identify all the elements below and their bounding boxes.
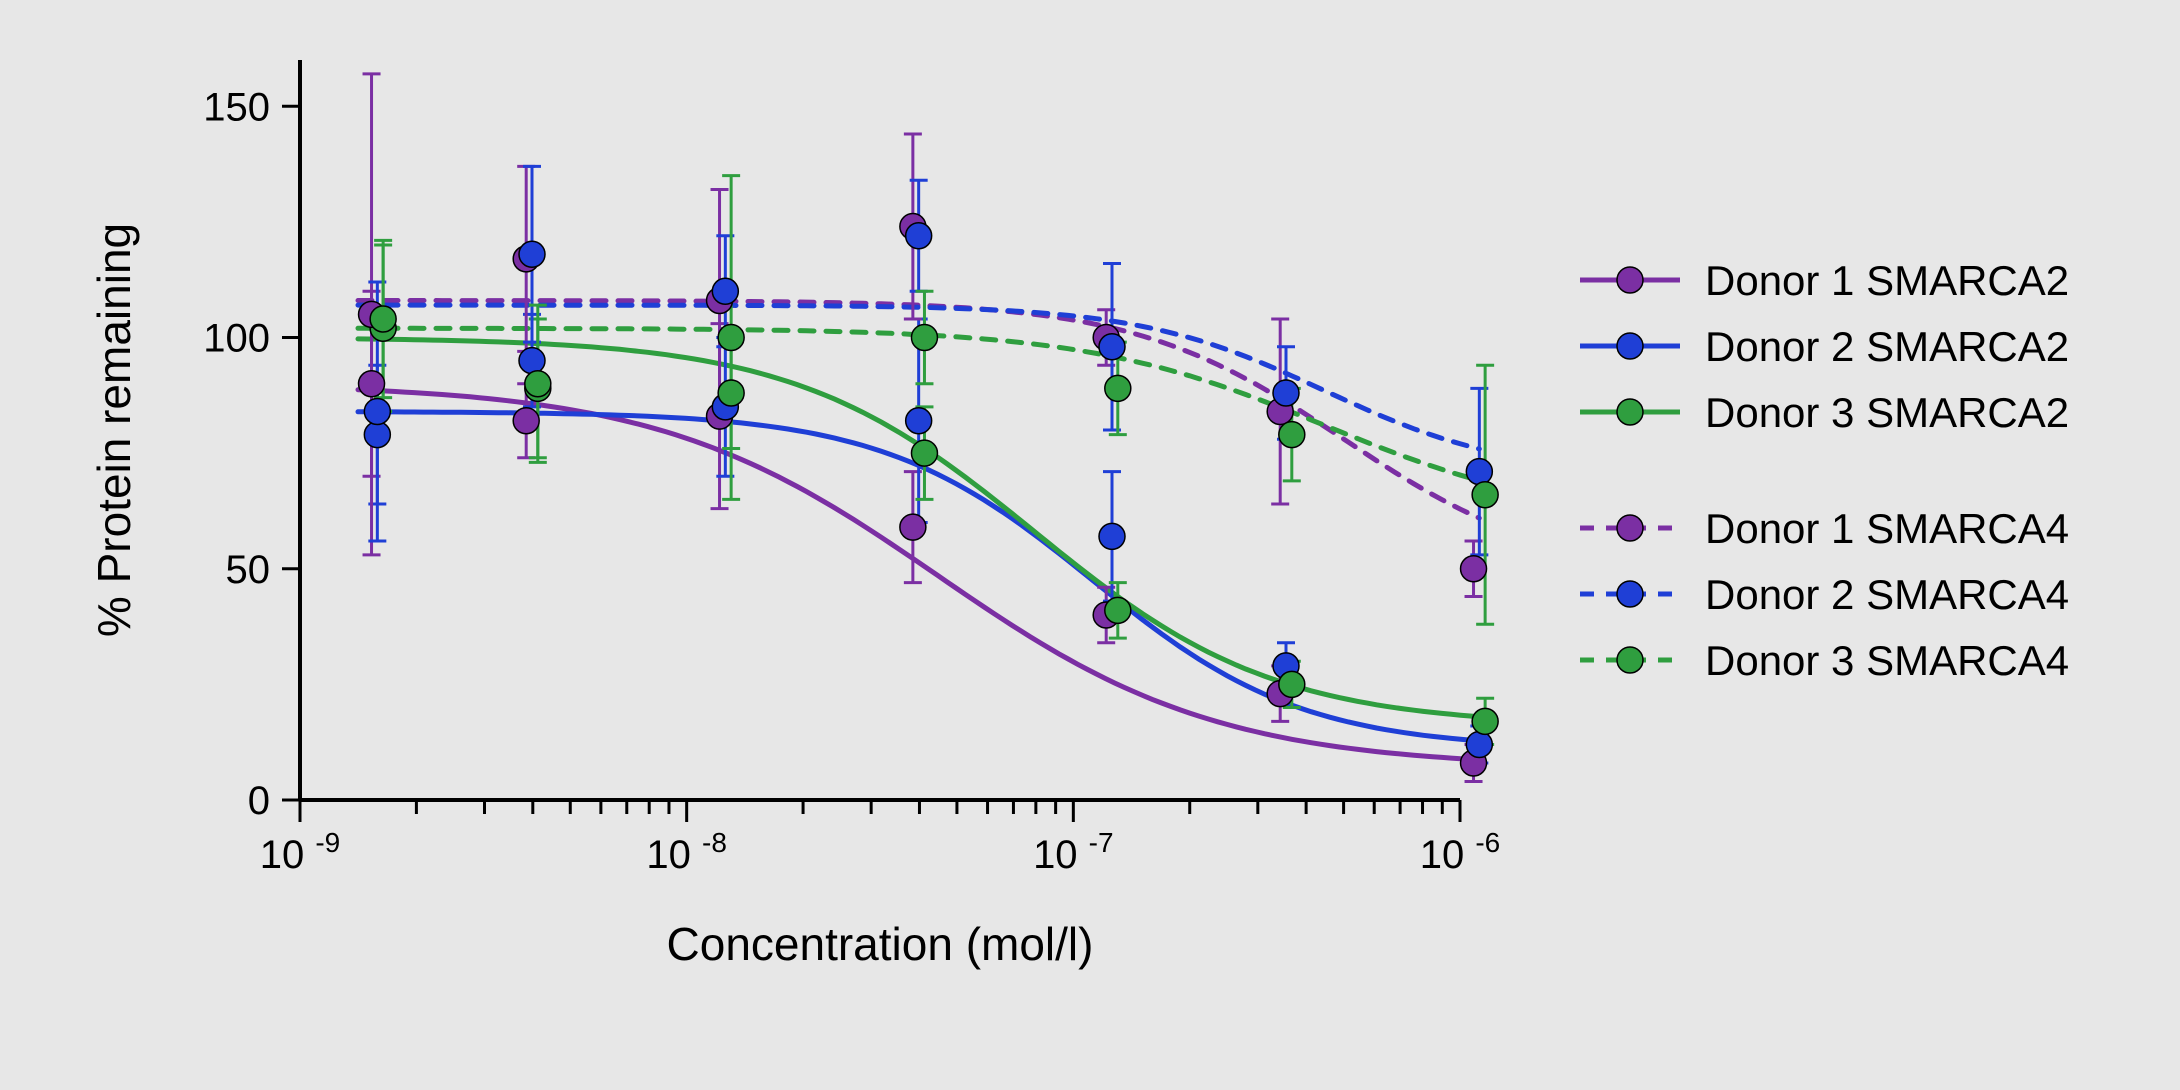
data-point (359, 371, 385, 397)
chart-container: { "chart": { "type": "dose-response-scat… (0, 0, 2180, 1090)
x-tick-label: 10 -9 (260, 827, 341, 877)
data-point (1472, 482, 1498, 508)
data-point (519, 241, 545, 267)
data-point (513, 408, 539, 434)
legend-marker (1617, 647, 1643, 673)
data-point (911, 440, 937, 466)
data-point (1099, 523, 1125, 549)
data-point (906, 223, 932, 249)
legend-marker (1617, 399, 1643, 425)
x-tick-label: 10 -6 (1420, 827, 1501, 877)
data-point (900, 514, 926, 540)
data-point (1466, 732, 1492, 758)
data-point (1279, 422, 1305, 448)
data-point (1099, 334, 1125, 360)
legend-label: Donor 2 SMARCA4 (1705, 571, 2069, 618)
data-point (1105, 375, 1131, 401)
y-tick-label: 50 (226, 548, 271, 592)
y-tick-label: 100 (203, 317, 270, 361)
y-tick-label: 0 (248, 779, 270, 823)
y-tick-label: 150 (203, 85, 270, 129)
legend-label: Donor 3 SMARCA2 (1705, 389, 2069, 436)
legend-label: Donor 2 SMARCA2 (1705, 323, 2069, 370)
data-point (911, 325, 937, 351)
data-point (1279, 671, 1305, 697)
legend-marker (1617, 333, 1643, 359)
legend-label: Donor 3 SMARCA4 (1705, 637, 2069, 684)
legend-marker (1617, 267, 1643, 293)
data-point (906, 408, 932, 434)
data-point (519, 348, 545, 374)
legend-marker (1617, 515, 1643, 541)
data-point (525, 371, 551, 397)
data-point (1105, 597, 1131, 623)
x-axis-label: Concentration (mol/l) (667, 918, 1094, 970)
data-point (712, 278, 738, 304)
data-point (1461, 556, 1487, 582)
data-point (1466, 459, 1492, 485)
legend-marker (1617, 581, 1643, 607)
legend-label: Donor 1 SMARCA2 (1705, 257, 2069, 304)
data-point (364, 422, 390, 448)
data-point (718, 325, 744, 351)
data-point (370, 306, 396, 332)
data-point (1273, 380, 1299, 406)
y-axis-label: % Protein remaining (88, 223, 140, 637)
dose-response-chart: 0 50 100 150 10 -9 10 -8 10 -7 10 -6 % Protein r… (0, 0, 2180, 1090)
data-point (718, 380, 744, 406)
data-point (364, 399, 390, 425)
x-tick-label: 10 -8 (646, 827, 727, 877)
data-point (1472, 708, 1498, 734)
x-tick-label: 10 -7 (1033, 827, 1114, 877)
legend-label: Donor 1 SMARCA4 (1705, 505, 2069, 552)
